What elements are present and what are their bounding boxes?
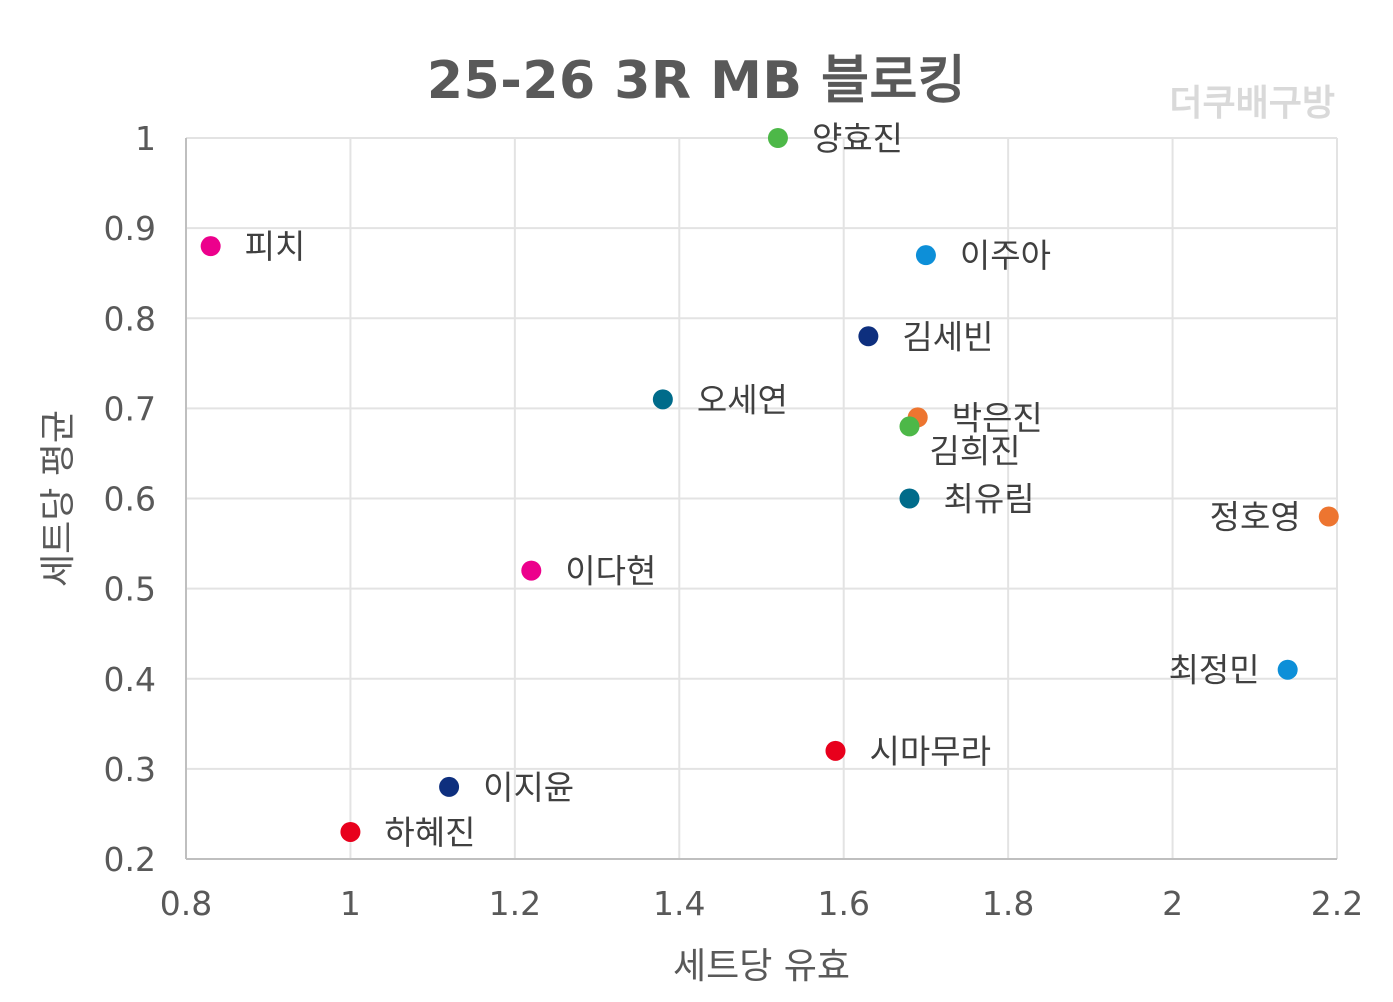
data-point: [767, 128, 788, 148]
y-tick-label: 0.7: [104, 389, 156, 428]
y-tick-label: 0.5: [104, 570, 156, 609]
data-label: 정호영: [1210, 498, 1301, 537]
data-point: [521, 560, 542, 581]
data-point: [200, 236, 221, 257]
y-tick-label: 0.9: [104, 209, 156, 248]
x-axis-title: 세트당 유효: [673, 946, 850, 987]
watermark: 더쿠배구방: [1169, 83, 1335, 124]
x-tick-label: 2: [1162, 884, 1183, 923]
y-tick-label: 0.6: [104, 480, 156, 519]
y-tick-label: 0.8: [104, 299, 156, 338]
data-point: [1318, 506, 1339, 527]
y-tick-label: 1: [135, 119, 156, 158]
x-tick-label: 1.4: [653, 884, 705, 923]
data-label: 김세빈: [902, 317, 993, 356]
data-point: [915, 245, 936, 266]
x-tick-label: 1: [340, 884, 361, 923]
y-tick-label: 0.3: [104, 750, 156, 789]
y-tick-label: 0.4: [104, 660, 156, 699]
y-tick-label: 0.2: [104, 840, 156, 879]
data-label: 이다현: [565, 552, 656, 591]
data-label: 최정민: [1169, 651, 1260, 690]
data-point: [858, 326, 879, 347]
data-point: [825, 740, 846, 761]
data-label: 박은진: [952, 398, 1043, 437]
data-point: [899, 416, 920, 437]
x-tick-label: 0.8: [160, 884, 212, 923]
y-axis-title: 세트당 평균: [38, 410, 79, 587]
data-point: [899, 488, 920, 509]
data-point: [652, 389, 673, 410]
data-label: 하혜진: [384, 813, 475, 852]
data-point: [1277, 659, 1298, 680]
x-tick-label: 2.2: [1311, 884, 1363, 923]
data-label: 양효진: [812, 119, 903, 158]
data-label: 이지윤: [483, 768, 574, 807]
chart-title: 25-26 3R MB 블로킹: [426, 51, 967, 111]
data-point: [340, 821, 361, 842]
data-label: 시마무라: [869, 732, 990, 771]
x-tick-label: 1.8: [982, 884, 1034, 923]
data-label: 오세연: [697, 380, 788, 419]
data-label: 피치: [245, 227, 306, 266]
data-label: 이주아: [960, 236, 1051, 275]
x-tick-label: 1.2: [489, 884, 541, 923]
data-label: 최유림: [943, 480, 1034, 519]
data-point: [439, 776, 460, 797]
x-tick-label: 1.6: [817, 884, 869, 923]
data-label: 김희진: [929, 431, 1020, 470]
